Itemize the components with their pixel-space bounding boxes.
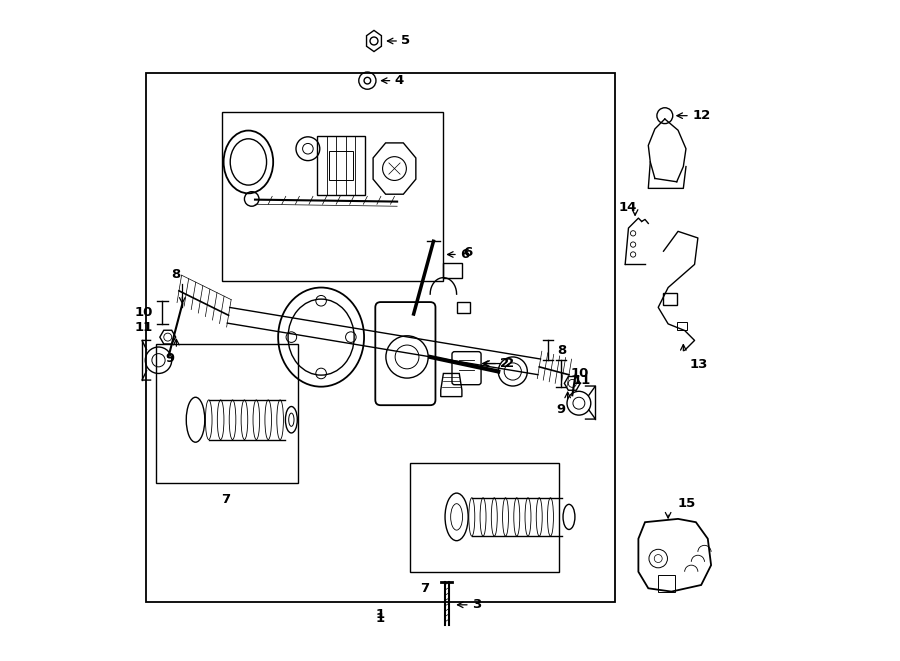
Text: 8: 8 (558, 344, 567, 357)
Text: 10: 10 (571, 367, 590, 380)
Text: 2: 2 (500, 357, 509, 370)
Bar (156, 344, 298, 483)
Bar (456, 302, 470, 313)
Text: 10: 10 (134, 306, 153, 319)
Bar (410, 463, 559, 572)
Text: 7: 7 (220, 492, 230, 506)
Text: 11: 11 (572, 373, 590, 387)
Bar (658, 575, 675, 592)
Text: 1: 1 (376, 608, 385, 621)
Text: 12: 12 (693, 109, 711, 122)
Text: 7: 7 (420, 582, 429, 595)
Text: 5: 5 (401, 34, 410, 48)
Text: 1: 1 (376, 611, 385, 625)
Text: 11: 11 (134, 321, 153, 334)
Text: 4: 4 (394, 74, 404, 87)
Bar (146, 73, 616, 602)
Bar (222, 112, 444, 281)
Bar (329, 151, 353, 180)
Bar (317, 136, 364, 195)
Text: 9: 9 (166, 352, 175, 365)
Bar (678, 322, 688, 330)
Bar (444, 263, 462, 278)
Text: 13: 13 (689, 358, 707, 371)
Text: 15: 15 (678, 497, 697, 510)
Text: 6: 6 (464, 246, 472, 259)
Text: 8: 8 (171, 268, 180, 281)
Bar (662, 293, 678, 305)
Text: 3: 3 (472, 598, 482, 611)
Text: 9: 9 (556, 403, 565, 416)
Text: 14: 14 (618, 201, 637, 214)
Text: 2: 2 (505, 357, 514, 370)
Text: 6: 6 (461, 248, 470, 261)
